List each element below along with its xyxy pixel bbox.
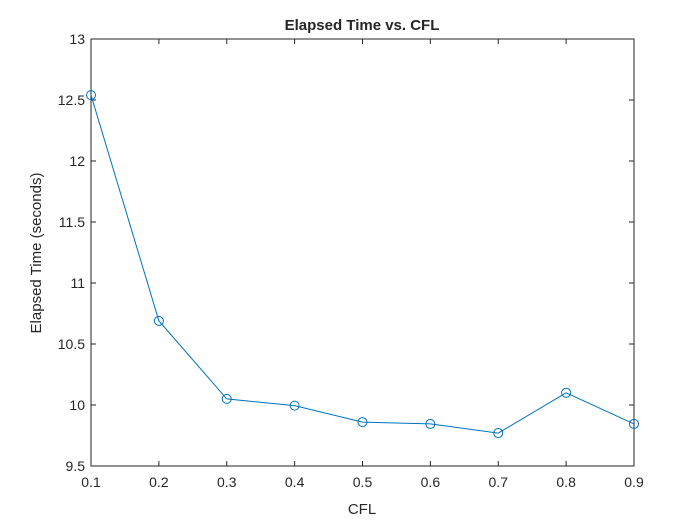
y-tick-label: 11.5 bbox=[59, 214, 85, 230]
y-axis-label: Elapsed Time (seconds) bbox=[28, 173, 45, 334]
data-point bbox=[629, 418, 639, 429]
y-tick-label: 11 bbox=[70, 275, 85, 291]
y-tick-label: 12.5 bbox=[58, 92, 85, 108]
data-point bbox=[221, 393, 232, 404]
x-tick-label: 0.8 bbox=[556, 474, 576, 490]
x-axis: 0.1 0.2 0.3 0.4 0.5 0.6 0.7 0.8 0.9 bbox=[81, 39, 644, 490]
x-tick-label: 0.2 bbox=[149, 474, 169, 490]
data-point bbox=[425, 418, 436, 429]
x-tick-label: 0.1 bbox=[81, 474, 101, 490]
data-point bbox=[357, 417, 368, 428]
y-tick-label: 10.5 bbox=[58, 336, 85, 352]
data-point bbox=[86, 90, 96, 101]
data-point bbox=[289, 400, 300, 411]
x-axis-label: CFL bbox=[348, 501, 376, 518]
y-axis: 9.5 10 10.5 11 11.5 12 12.5 13 bbox=[58, 31, 634, 474]
plot-area bbox=[90, 38, 635, 467]
y-tick-label: 12 bbox=[69, 153, 85, 169]
series-layer bbox=[86, 90, 639, 439]
data-point bbox=[561, 387, 572, 398]
y-tick-label: 13 bbox=[69, 31, 85, 47]
y-tick-label: 10 bbox=[69, 397, 85, 413]
y-tick-label: 9.5 bbox=[66, 458, 86, 474]
series-line bbox=[90, 94, 635, 434]
x-tick-label: 0.9 bbox=[624, 474, 644, 490]
x-tick-label: 0.7 bbox=[489, 474, 509, 490]
x-tick-label: 0.3 bbox=[217, 474, 237, 490]
x-tick-label: 0.6 bbox=[421, 474, 441, 490]
data-point bbox=[493, 428, 504, 439]
x-tick-label: 0.5 bbox=[353, 474, 373, 490]
data-point bbox=[153, 315, 164, 326]
chart-title: Elapsed Time vs. CFL bbox=[285, 17, 440, 34]
x-tick-label: 0.4 bbox=[285, 474, 305, 490]
